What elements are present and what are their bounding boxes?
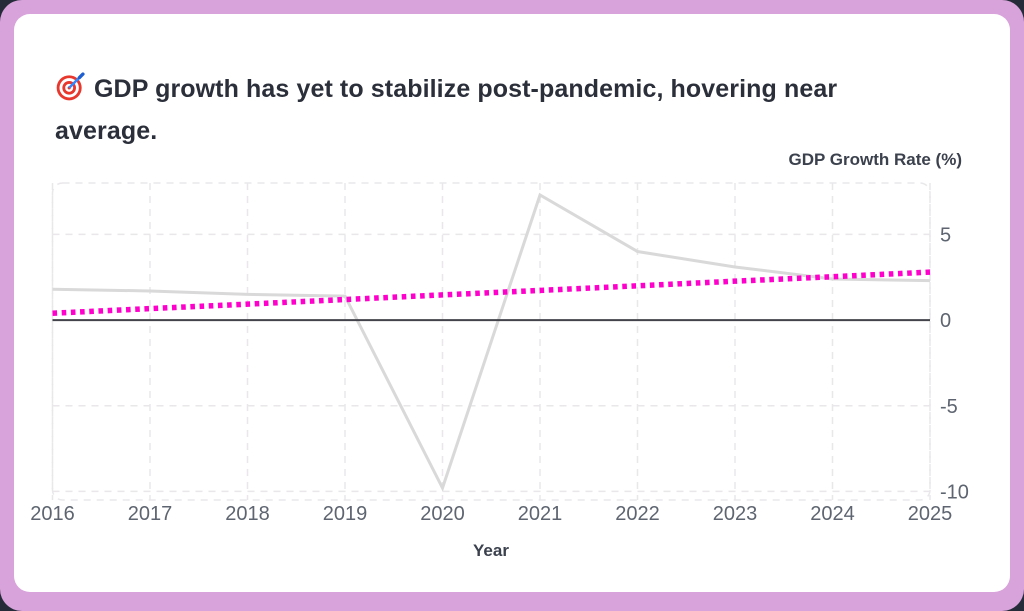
gdp-line (52, 192, 931, 492)
x-axis-title: Year (473, 541, 509, 560)
x-tick-label: 2021 (518, 503, 563, 525)
y-tick-label: 0 (940, 310, 951, 332)
line-chart-plot: 5 0 -5 -10 2016 2017 2018 2019 2020 2021 2022 2023 2… (30, 182, 969, 525)
page-title-text: GDP growth has yet to stabilize post-pan… (55, 74, 838, 145)
y-tick-label: -5 (940, 396, 958, 418)
page-title: GDP growth has yet to stabilize post-pan… (55, 71, 935, 150)
x-tick-label: 2023 (713, 503, 758, 525)
x-tick-label: 2019 (323, 503, 368, 525)
chart-card: GDP growth has yet to stabilize post-pan… (14, 14, 1010, 592)
x-tick-label: 2022 (615, 503, 660, 525)
y-tick-label: -10 (940, 481, 969, 503)
x-tick-label: 2024 (810, 503, 855, 525)
target-icon (55, 72, 85, 113)
x-tick-label: 2025 (908, 503, 953, 525)
y-axis-title: GDP Growth Rate (%) (788, 150, 962, 169)
x-tick-label: 2017 (128, 503, 173, 525)
plot-border (51, 182, 931, 501)
x-tick-label: 2020 (420, 503, 465, 525)
x-tick-label: 2018 (225, 503, 270, 525)
y-tick-label: 5 (940, 224, 951, 246)
x-tick-label: 2016 (30, 503, 75, 525)
